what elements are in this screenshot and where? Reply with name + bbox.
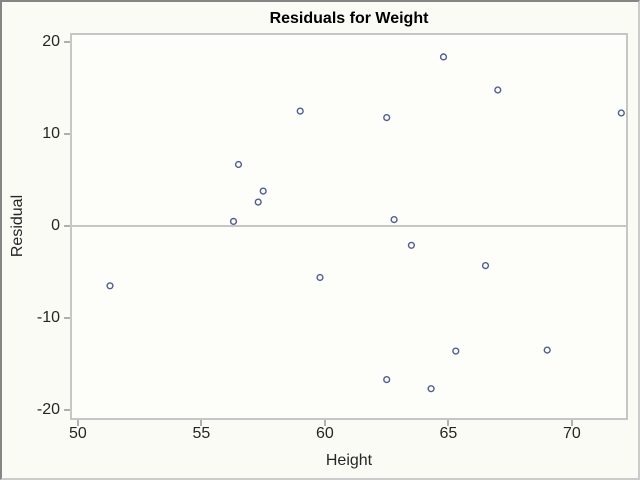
x-tick-label: 55 [192,425,211,442]
y-tick-label: 0 [51,217,60,235]
scatter-canvas [70,33,628,420]
data-point-marker [383,376,391,384]
plot-frame [70,33,628,420]
x-tick-mark [447,420,450,426]
plot-area [70,33,628,420]
y-tick-mark [64,225,70,228]
data-point-marker [427,385,435,393]
data-point-marker [234,160,243,169]
data-point-marker [259,187,267,195]
x-tick-label: 70 [563,425,581,442]
data-point-marker [229,217,238,226]
data-point-marker [481,262,490,270]
x-tick-label: 60 [316,425,334,442]
data-point-marker [296,107,304,115]
x-tick-mark [200,420,203,426]
data-point-marker [543,346,551,354]
x-tick-label: 50 [68,425,87,442]
data-point-marker [439,53,448,61]
data-point-marker [106,282,114,290]
y-tick-label: -20 [36,400,60,418]
x-tick-mark [76,420,79,426]
data-point-marker [494,86,502,94]
data-point-marker [316,273,324,282]
y-tick-label: 20 [42,33,60,51]
y-tick-mark [64,316,70,319]
x-axis-title: Height [325,452,373,469]
data-point-marker [383,113,391,122]
data-point-marker [390,216,398,224]
x-tick-mark [323,420,326,426]
y-tick-label: 10 [42,125,60,143]
data-point-marker [452,347,460,355]
y-tick-mark [64,41,70,44]
y-tick-label: -10 [36,308,60,326]
y-tick-mark [64,408,70,411]
x-tick-mark [570,420,573,426]
data-point-marker [617,109,625,117]
x-tick-label: 65 [439,425,458,442]
y-tick-mark [64,133,70,136]
chart-title: Residuals for Weight [269,10,429,27]
data-point-marker [407,241,416,249]
data-point-marker [254,198,262,206]
